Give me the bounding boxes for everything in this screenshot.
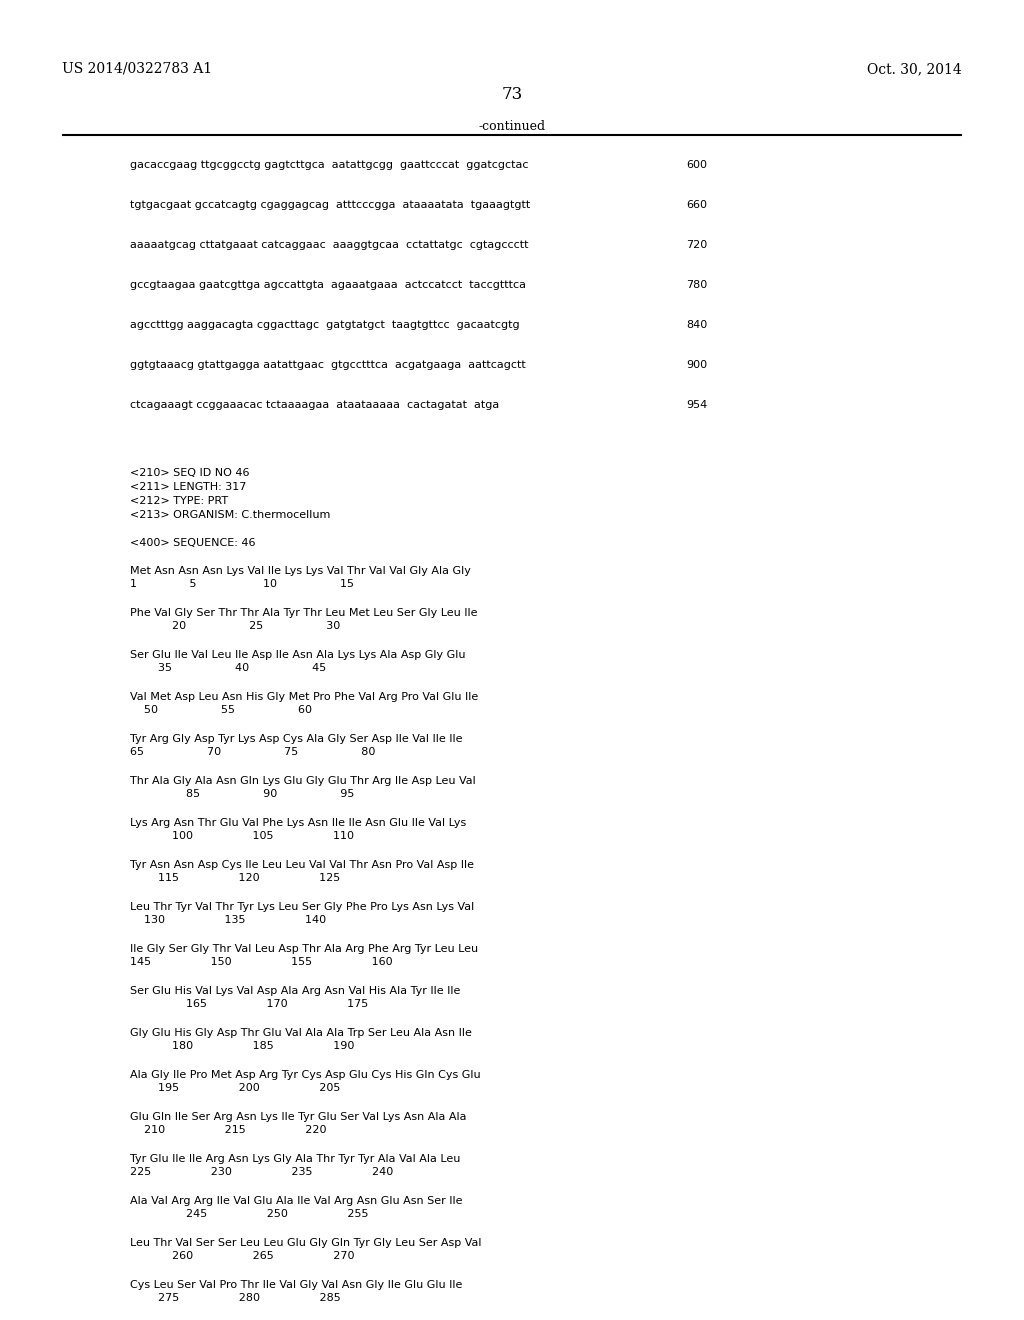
- Text: Ser Glu His Val Lys Val Asp Ala Arg Asn Val His Ala Tyr Ile Ile: Ser Glu His Val Lys Val Asp Ala Arg Asn …: [130, 986, 461, 997]
- Text: 600: 600: [686, 160, 707, 170]
- Text: ggtgtaaacg gtattgagga aatattgaac  gtgcctttca  acgatgaaga  aattcagctt: ggtgtaaacg gtattgagga aatattgaac gtgcctt…: [130, 360, 525, 370]
- Text: <400> SEQUENCE: 46: <400> SEQUENCE: 46: [130, 539, 256, 548]
- Text: Val Met Asp Leu Asn His Gly Met Pro Phe Val Arg Pro Val Glu Ile: Val Met Asp Leu Asn His Gly Met Pro Phe …: [130, 692, 478, 702]
- Text: Ile Gly Ser Gly Thr Val Leu Asp Thr Ala Arg Phe Arg Tyr Leu Leu: Ile Gly Ser Gly Thr Val Leu Asp Thr Ala …: [130, 944, 478, 954]
- Text: 195                 200                 205: 195 200 205: [130, 1082, 340, 1093]
- Text: Thr Ala Gly Ala Asn Gln Lys Glu Gly Glu Thr Arg Ile Asp Leu Val: Thr Ala Gly Ala Asn Gln Lys Glu Gly Glu …: [130, 776, 476, 785]
- Text: aaaaatgcag cttatgaaat catcaggaac  aaaggtgcaa  cctattatgc  cgtagccctt: aaaaatgcag cttatgaaat catcaggaac aaaggtg…: [130, 240, 528, 249]
- Text: <212> TYPE: PRT: <212> TYPE: PRT: [130, 496, 228, 506]
- Text: Ser Glu Ile Val Leu Ile Asp Ile Asn Ala Lys Lys Ala Asp Gly Glu: Ser Glu Ile Val Leu Ile Asp Ile Asn Ala …: [130, 649, 466, 660]
- Text: 720: 720: [686, 240, 708, 249]
- Text: 840: 840: [686, 319, 708, 330]
- Text: tgtgacgaat gccatcagtg cgaggagcag  atttcccgga  ataaaatata  tgaaagtgtt: tgtgacgaat gccatcagtg cgaggagcag atttccc…: [130, 201, 530, 210]
- Text: 85                  90                  95: 85 90 95: [130, 789, 354, 799]
- Text: 165                 170                 175: 165 170 175: [130, 999, 369, 1008]
- Text: 780: 780: [686, 280, 708, 290]
- Text: Leu Thr Val Ser Ser Leu Leu Glu Gly Gln Tyr Gly Leu Ser Asp Val: Leu Thr Val Ser Ser Leu Leu Glu Gly Gln …: [130, 1238, 481, 1247]
- Text: Ala Val Arg Arg Ile Val Glu Ala Ile Val Arg Asn Glu Asn Ser Ile: Ala Val Arg Arg Ile Val Glu Ala Ile Val …: [130, 1196, 463, 1206]
- Text: 35                  40                  45: 35 40 45: [130, 663, 327, 673]
- Text: <213> ORGANISM: C.thermocellum: <213> ORGANISM: C.thermocellum: [130, 510, 331, 520]
- Text: <210> SEQ ID NO 46: <210> SEQ ID NO 46: [130, 469, 250, 478]
- Text: ctcagaaagt ccggaaacac tctaaaagaa  ataataaaaa  cactagatat  atga: ctcagaaagt ccggaaacac tctaaaagaa ataataa…: [130, 400, 500, 411]
- Text: Oct. 30, 2014: Oct. 30, 2014: [867, 62, 962, 77]
- Text: agcctttgg aaggacagta cggacttagc  gatgtatgct  taagtgttcc  gacaatcgtg: agcctttgg aaggacagta cggacttagc gatgtatg…: [130, 319, 519, 330]
- Text: gccgtaagaa gaatcgttga agccattgta  agaaatgaaa  actccatcct  taccgtttca: gccgtaagaa gaatcgttga agccattgta agaaatg…: [130, 280, 526, 290]
- Text: <211> LENGTH: 317: <211> LENGTH: 317: [130, 482, 247, 492]
- Text: 210                 215                 220: 210 215 220: [130, 1125, 327, 1135]
- Text: 245                 250                 255: 245 250 255: [130, 1209, 369, 1218]
- Text: Cys Leu Ser Val Pro Thr Ile Val Gly Val Asn Gly Ile Glu Glu Ile: Cys Leu Ser Val Pro Thr Ile Val Gly Val …: [130, 1280, 463, 1290]
- Text: Tyr Asn Asn Asp Cys Ile Leu Leu Val Val Thr Asn Pro Val Asp Ile: Tyr Asn Asn Asp Cys Ile Leu Leu Val Val …: [130, 861, 474, 870]
- Text: 1               5                   10                  15: 1 5 10 15: [130, 579, 354, 589]
- Text: Phe Val Gly Ser Thr Thr Ala Tyr Thr Leu Met Leu Ser Gly Leu Ile: Phe Val Gly Ser Thr Thr Ala Tyr Thr Leu …: [130, 609, 477, 618]
- Text: Tyr Arg Gly Asp Tyr Lys Asp Cys Ala Gly Ser Asp Ile Val Ile Ile: Tyr Arg Gly Asp Tyr Lys Asp Cys Ala Gly …: [130, 734, 463, 744]
- Text: Gly Glu His Gly Asp Thr Glu Val Ala Ala Trp Ser Leu Ala Asn Ile: Gly Glu His Gly Asp Thr Glu Val Ala Ala …: [130, 1028, 472, 1038]
- Text: 275                 280                 285: 275 280 285: [130, 1294, 341, 1303]
- Text: Leu Thr Tyr Val Thr Tyr Lys Leu Ser Gly Phe Pro Lys Asn Lys Val: Leu Thr Tyr Val Thr Tyr Lys Leu Ser Gly …: [130, 902, 474, 912]
- Text: 900: 900: [686, 360, 708, 370]
- Text: Tyr Glu Ile Ile Arg Asn Lys Gly Ala Thr Tyr Tyr Ala Val Ala Leu: Tyr Glu Ile Ile Arg Asn Lys Gly Ala Thr …: [130, 1154, 461, 1164]
- Text: 20                  25                  30: 20 25 30: [130, 620, 340, 631]
- Text: 145                 150                 155                 160: 145 150 155 160: [130, 957, 392, 968]
- Text: 954: 954: [686, 400, 708, 411]
- Text: -continued: -continued: [478, 120, 546, 133]
- Text: 130                 135                 140: 130 135 140: [130, 915, 326, 925]
- Text: 660: 660: [686, 201, 707, 210]
- Text: 73: 73: [502, 86, 522, 103]
- Text: US 2014/0322783 A1: US 2014/0322783 A1: [62, 62, 212, 77]
- Text: 50                  55                  60: 50 55 60: [130, 705, 312, 715]
- Text: 225                 230                 235                 240: 225 230 235 240: [130, 1167, 393, 1177]
- Text: 100                 105                 110: 100 105 110: [130, 832, 354, 841]
- Text: gacaccgaag ttgcggcctg gagtcttgca  aatattgcgg  gaattcccat  ggatcgctac: gacaccgaag ttgcggcctg gagtcttgca aatattg…: [130, 160, 528, 170]
- Text: Glu Gln Ile Ser Arg Asn Lys Ile Tyr Glu Ser Val Lys Asn Ala Ala: Glu Gln Ile Ser Arg Asn Lys Ile Tyr Glu …: [130, 1111, 467, 1122]
- Text: 115                 120                 125: 115 120 125: [130, 873, 340, 883]
- Text: 180                 185                 190: 180 185 190: [130, 1041, 354, 1051]
- Text: Met Asn Asn Asn Lys Val Ile Lys Lys Val Thr Val Val Gly Ala Gly: Met Asn Asn Asn Lys Val Ile Lys Lys Val …: [130, 566, 471, 576]
- Text: Ala Gly Ile Pro Met Asp Arg Tyr Cys Asp Glu Cys His Gln Cys Glu: Ala Gly Ile Pro Met Asp Arg Tyr Cys Asp …: [130, 1071, 480, 1080]
- Text: Lys Arg Asn Thr Glu Val Phe Lys Asn Ile Ile Asn Glu Ile Val Lys: Lys Arg Asn Thr Glu Val Phe Lys Asn Ile …: [130, 818, 466, 828]
- Text: 260                 265                 270: 260 265 270: [130, 1251, 354, 1261]
- Text: 65                  70                  75                  80: 65 70 75 80: [130, 747, 376, 756]
